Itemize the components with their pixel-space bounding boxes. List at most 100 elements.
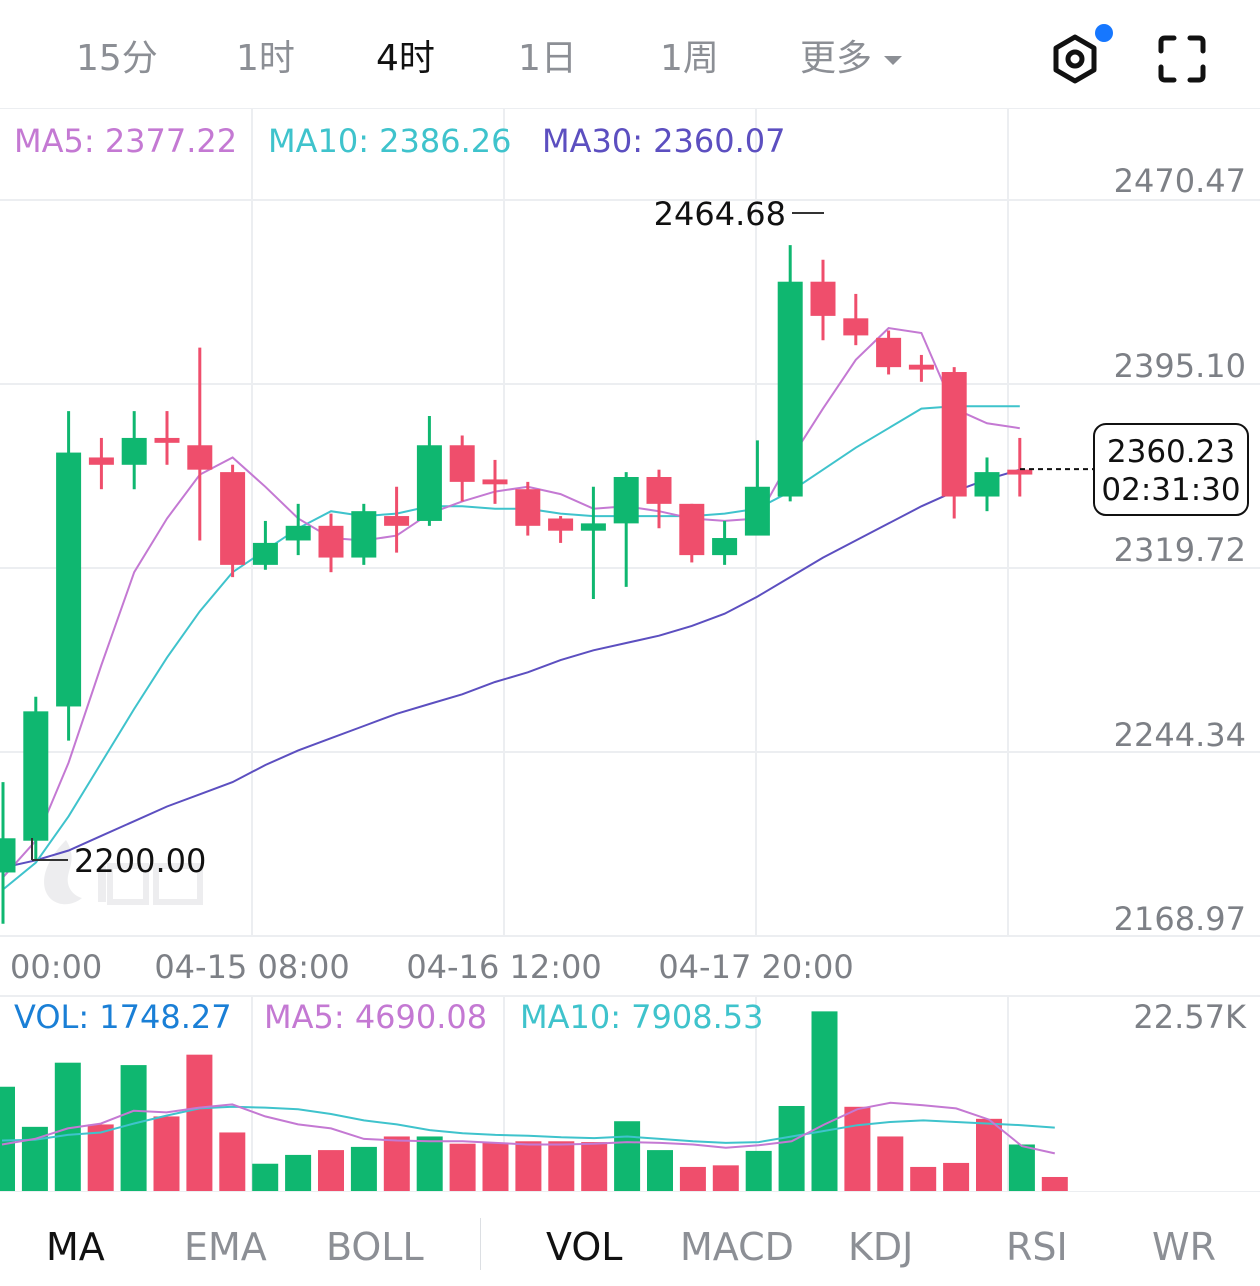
candle-body [810, 281, 836, 316]
candle-body [318, 525, 344, 558]
tab-vol[interactable]: VOL [546, 1225, 623, 1269]
tab-macd[interactable]: MACD [680, 1225, 794, 1269]
fullscreen-button[interactable] [1157, 34, 1207, 84]
candle-body [744, 486, 770, 536]
tab-wr[interactable]: WR [1152, 1225, 1216, 1269]
tab-kdj[interactable]: KDJ [848, 1225, 914, 1269]
volume-bar [383, 1136, 410, 1191]
candle-body [482, 479, 508, 485]
vol-ma5-line [1, 1101, 1056, 1155]
candle-body [712, 538, 738, 556]
tab-1week[interactable]: 1周 [660, 38, 719, 79]
candle-body [88, 457, 114, 465]
tab-boll[interactable]: BOLL [326, 1225, 424, 1269]
tab-ema[interactable]: EMA [184, 1225, 267, 1269]
volume-bar [778, 1105, 805, 1191]
volume-bar [581, 1142, 608, 1191]
candle-body [0, 838, 16, 873]
indicator-separator [480, 1218, 481, 1270]
volume-bars [0, 1011, 1068, 1191]
volume-bar [318, 1150, 344, 1191]
candle-body [23, 711, 49, 841]
volume-bar [614, 1121, 641, 1191]
candle-body [384, 516, 410, 526]
candle-body [154, 437, 180, 443]
volume-bar [482, 1142, 509, 1191]
candle-body [252, 542, 278, 565]
tab-4hour[interactable]: 4时 [376, 38, 435, 79]
volume-bar [416, 1136, 443, 1191]
candle-body [285, 525, 311, 541]
candle-body [56, 452, 82, 707]
candle-body [121, 437, 147, 465]
candle-body [679, 503, 705, 556]
tab-rsi[interactable]: RSI [1006, 1225, 1068, 1269]
volume-bar [943, 1162, 970, 1191]
low-label: 2200.00 [74, 842, 206, 880]
volume-bar [252, 1163, 279, 1191]
candle-body [1007, 469, 1033, 475]
ma30-line [2, 468, 1021, 869]
candle-body [187, 445, 213, 470]
tab-more-label: 更多 [800, 38, 873, 79]
volume-ma-lines [1, 1101, 1056, 1155]
vol-ma5-legend: MA5: 4690.08 [264, 998, 487, 1036]
time-tick: 00:00 [10, 948, 102, 986]
price-tick: 2395.10 [1114, 347, 1246, 385]
candle-body [777, 281, 803, 497]
candle-body [449, 445, 475, 482]
ma10-legend: MA10: 2386.26 [268, 122, 512, 160]
ma30-legend: MA30: 2360.07 [542, 122, 786, 160]
candle-body [220, 472, 246, 565]
time-tick: 04-16 12:00 [406, 948, 601, 986]
tab-15min[interactable]: 15分 [76, 38, 158, 79]
candle-body [515, 489, 541, 526]
volume-bar [811, 1011, 838, 1191]
volume-bar [910, 1166, 937, 1191]
ma-lines [2, 327, 1021, 891]
volume-bar [87, 1124, 114, 1191]
volume-bar [844, 1106, 871, 1191]
time-tick: 04-15 08:00 [154, 948, 349, 986]
vol-ma10-legend: MA10: 7908.53 [520, 998, 764, 1036]
candle-body [974, 472, 1000, 497]
candle-body [416, 445, 442, 521]
volume-bar [877, 1136, 904, 1191]
ma5-legend: MA5: 2377.22 [14, 122, 237, 160]
ma10-line [2, 405, 1020, 891]
time-tick: 04-17 20:00 [658, 948, 853, 986]
timeframe-tab-bar: 15分 1时 4时 1日 1周 更多 [0, 0, 1260, 108]
candle-body [613, 476, 639, 524]
tab-1day[interactable]: 1日 [518, 38, 577, 79]
price-tick: 2319.72 [1114, 531, 1246, 569]
candle-body [908, 364, 934, 370]
volume-bar [120, 1065, 147, 1191]
caret-down-icon [884, 55, 903, 65]
ma5-line [2, 327, 1020, 878]
tab-1hour[interactable]: 1时 [236, 38, 295, 79]
header-divider [0, 108, 1260, 109]
volume-bar [219, 1132, 246, 1191]
countdown-timer: 02:31:30 [1101, 472, 1240, 508]
candle-body [941, 372, 967, 497]
volume-bar [0, 1086, 15, 1191]
volume-divider [0, 1191, 1260, 1192]
settings-button[interactable] [1050, 34, 1100, 84]
price-axis: 2470.47 2395.10 2319.72 2244.34 2168.97 [1114, 162, 1246, 938]
volume-bar [186, 1054, 213, 1191]
gear-icon [1053, 34, 1097, 84]
time-axis: 00:00 04-15 08:00 04-16 12:00 04-17 20:0… [10, 948, 854, 986]
volume-bar [1041, 1176, 1068, 1191]
volume-bar [548, 1141, 575, 1191]
tab-ma[interactable]: MA [46, 1225, 105, 1269]
volume-bar [515, 1141, 542, 1191]
fullscreen-icon [1158, 35, 1206, 83]
volume-bar [745, 1150, 772, 1191]
candle-body [876, 337, 902, 368]
notification-dot [1095, 24, 1113, 42]
tab-more[interactable]: 更多 [800, 36, 903, 82]
vol-legend: VOL: 1748.27 [14, 998, 232, 1036]
candle-body [646, 476, 672, 504]
current-price-box[interactable]: 2360.23 02:31:30 [1093, 423, 1249, 516]
